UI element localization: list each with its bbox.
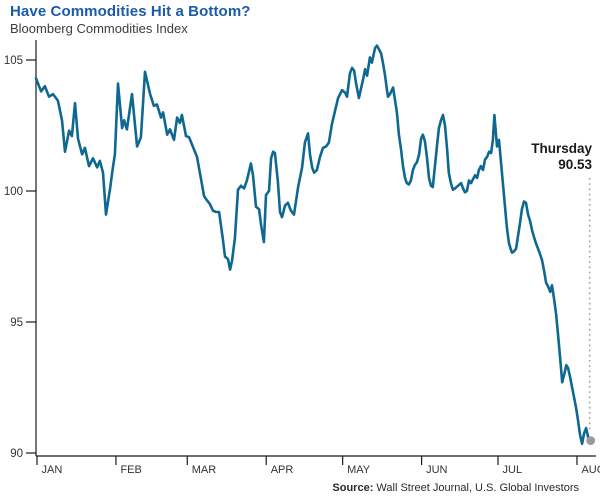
- annotation-value-label: 90.53: [558, 157, 592, 172]
- month-tick-label: JUN: [426, 464, 447, 476]
- end-point-dot: [586, 436, 596, 446]
- y-tick-label: 105: [4, 55, 23, 67]
- month-tick-label: AUG: [581, 464, 600, 476]
- y-tick-label: 95: [10, 317, 23, 329]
- chart-subtitle: Bloomberg Commodities Index: [10, 21, 188, 36]
- end-annotation: Thursday 90.53: [531, 141, 592, 173]
- chart-title: Have Commodities Hit a Bottom?: [10, 3, 251, 20]
- month-tick-label: MAY: [347, 464, 371, 476]
- source-label: Source:: [332, 482, 374, 494]
- y-tick-label: 100: [4, 186, 23, 198]
- source-attribution: Source: Wall Street Journal, U.S. Global…: [332, 482, 579, 494]
- month-tick-label: JUL: [503, 464, 523, 476]
- month-tick-label: JAN: [42, 464, 63, 476]
- y-tick-label: 90: [10, 448, 23, 460]
- source-names: Wall Street Journal, U.S. Global Investo…: [373, 482, 579, 494]
- index-line: [34, 44, 592, 446]
- month-tick-label: MAR: [192, 464, 217, 476]
- annotation-day-label: Thursday: [531, 141, 592, 156]
- month-tick-label: APR: [271, 464, 294, 476]
- month-tick-label: FEB: [120, 464, 141, 476]
